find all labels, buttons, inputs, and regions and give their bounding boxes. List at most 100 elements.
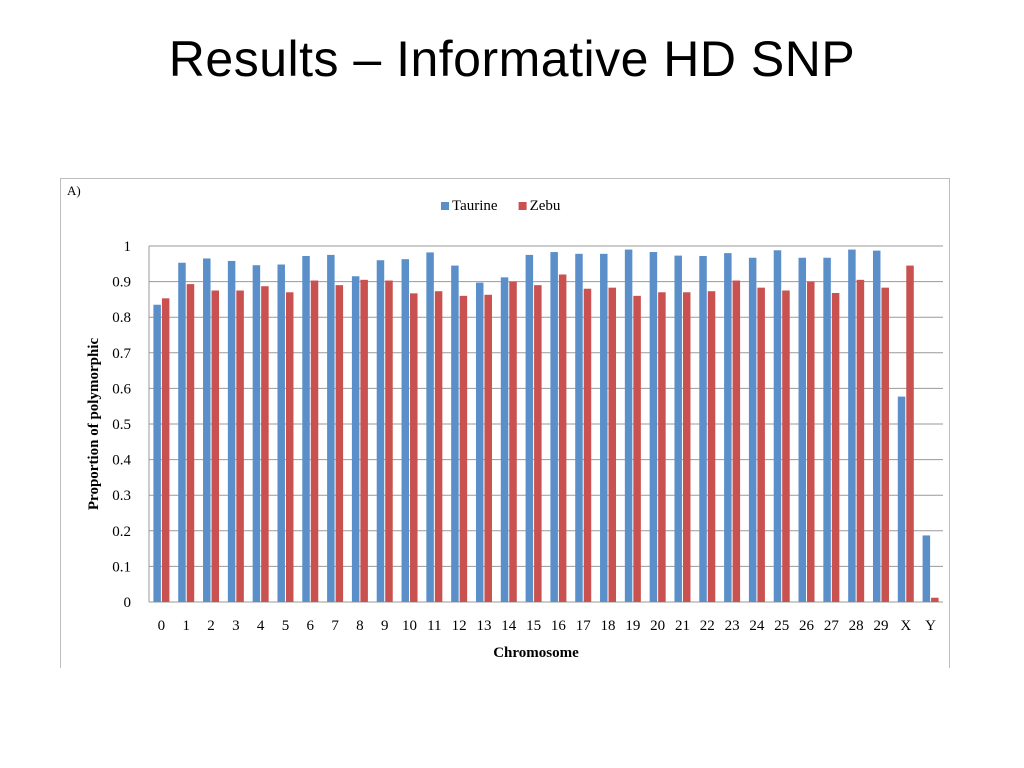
panel-label: A)	[67, 183, 81, 198]
x-tick-label: 5	[282, 618, 290, 634]
y-tick-label: 0.8	[112, 310, 131, 326]
bar-zebu-7	[335, 285, 344, 602]
bar-taurine-21	[674, 255, 682, 602]
bar-taurine-13	[475, 282, 484, 602]
bar-zebu-6	[310, 280, 319, 602]
bar-zebu-26	[807, 281, 815, 602]
y-tick-label: 0.6	[112, 381, 131, 397]
x-tick-label: 26	[799, 618, 815, 634]
x-tick-label: 14	[501, 618, 517, 634]
x-tick-label: 27	[824, 618, 840, 634]
bar-taurine-17	[575, 253, 583, 602]
bar-taurine-23	[724, 253, 732, 602]
bar-zebu-0	[161, 298, 170, 602]
bar-zebu-4	[261, 286, 269, 602]
bar-taurine-29	[872, 250, 881, 602]
bar-taurine-X	[897, 396, 906, 602]
bar-chart: A)00.10.20.30.40.50.60.70.80.910 1 2 3 4 5 6 7 8…	[67, 183, 943, 661]
x-tick-label: 15	[526, 618, 541, 634]
x-tick-label: 11	[427, 618, 441, 634]
x-axis-title: Chromosome	[493, 645, 579, 661]
bar-taurine-14	[500, 277, 509, 602]
bar-taurine-25	[773, 250, 782, 602]
bar-taurine-26	[798, 257, 807, 602]
x-tick-label: 6	[307, 618, 315, 634]
x-tick-label: 20	[650, 618, 665, 634]
bar-taurine-7	[327, 254, 335, 602]
legend-swatch-taurine	[441, 202, 449, 210]
x-tick-label: 23	[725, 618, 740, 634]
bar-zebu-5	[285, 292, 294, 602]
bar-taurine-1	[178, 262, 186, 602]
bar-taurine-28	[848, 249, 856, 602]
x-tick-label: 13	[476, 618, 491, 634]
bar-taurine-15	[525, 254, 534, 602]
bar-zebu-X	[906, 265, 914, 602]
bar-taurine-22	[699, 255, 707, 602]
x-tick-label: 2	[207, 618, 215, 634]
bar-zebu-1	[186, 284, 195, 602]
x-tick-label: 8	[356, 618, 364, 634]
bar-zebu-20	[658, 292, 666, 602]
bar-taurine-Y	[922, 535, 931, 602]
bar-zebu-14	[509, 281, 517, 602]
bar-zebu-18	[608, 287, 617, 602]
bar-zebu-22	[707, 291, 716, 602]
bar-taurine-0	[153, 304, 161, 602]
bar-taurine-16	[550, 252, 558, 602]
x-tick-label: 24	[749, 618, 765, 634]
bar-taurine-9	[376, 260, 385, 602]
x-tick-label: 29	[873, 618, 888, 634]
bar-zebu-9	[385, 280, 393, 602]
y-tick-label: 0.4	[112, 453, 131, 469]
x-tick-label: 10	[402, 618, 417, 634]
y-tick-label: 0.7	[112, 346, 131, 362]
bar-zebu-25	[782, 290, 790, 602]
x-tick-label: 21	[675, 618, 690, 634]
y-tick-label: 0.3	[112, 488, 131, 504]
x-tick-label: 7	[331, 618, 339, 634]
y-tick-label: 0.1	[112, 559, 131, 575]
x-tick-label: 3	[232, 618, 240, 634]
x-tick-label: 4	[257, 618, 265, 634]
slide-title: Results – Informative HD SNP	[168, 31, 856, 87]
bar-zebu-16	[558, 274, 567, 602]
bar-zebu-Y	[931, 597, 939, 602]
bar-zebu-11	[434, 291, 443, 602]
x-tick-label: 17	[576, 618, 592, 634]
bar-zebu-29	[881, 287, 889, 602]
x-tick-label: 9	[381, 618, 389, 634]
bar-taurine-24	[748, 257, 757, 602]
bar-zebu-3	[236, 290, 244, 602]
bar-taurine-20	[649, 252, 658, 602]
bar-zebu-23	[732, 280, 741, 602]
y-tick-label: 0.2	[112, 524, 131, 540]
bar-zebu-19	[633, 295, 641, 602]
bar-taurine-4	[252, 265, 261, 602]
bar-zebu-10	[410, 293, 418, 602]
bar-taurine-12	[451, 265, 459, 602]
bar-taurine-10	[401, 259, 410, 602]
bar-zebu-24	[757, 287, 765, 602]
bar-zebu-13	[484, 294, 492, 602]
x-tick-label: 1	[182, 618, 190, 634]
bar-taurine-19	[624, 249, 633, 602]
x-tick-label: 19	[625, 618, 640, 634]
bar-zebu-17	[583, 288, 592, 602]
bar-taurine-6	[302, 255, 310, 602]
bar-taurine-5	[277, 264, 285, 602]
legend-label-taurine: Taurine	[452, 198, 498, 214]
x-tick-label: X	[900, 618, 911, 634]
bar-taurine-2	[203, 258, 211, 602]
y-axis-title: Proportion of polymorphic	[86, 338, 102, 511]
bar-taurine-27	[823, 257, 831, 602]
x-tick-label: 18	[601, 618, 616, 634]
y-tick-label: 1	[124, 239, 132, 255]
y-tick-label: 0	[124, 595, 132, 611]
bar-zebu-28	[856, 279, 865, 602]
y-tick-label: 0.5	[112, 417, 131, 433]
legend-swatch-zebu	[518, 202, 527, 210]
bar-taurine-18	[600, 253, 608, 602]
bar-taurine-11	[426, 252, 434, 602]
chart-frame: A) 0 0.1 0.2 0.3 0.4 0.5 0.6 0.7 0.8 0.9 1 0 1 2 3 4 5 6 7 8…	[60, 178, 950, 668]
